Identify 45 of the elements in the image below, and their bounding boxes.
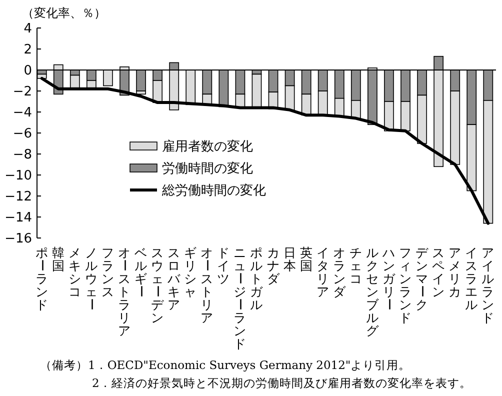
x-tick-label: ポーランド <box>34 245 50 312</box>
y-axis-title: （変化率、％） <box>22 6 106 20</box>
y-tick-label: −6 <box>12 126 32 142</box>
x-tick-label: ハンガリー <box>381 245 397 311</box>
x-tick-label: スウェーデン <box>150 245 166 325</box>
y-tick-label: −10 <box>4 168 32 184</box>
y-tick-label: 0 <box>24 64 32 79</box>
x-tick-label: ドイツ <box>217 245 230 286</box>
x-tick-label: ポルトガル <box>250 245 264 312</box>
y-tick-label: −4 <box>12 106 32 121</box>
x-tick-label: ノルウェー <box>84 245 100 311</box>
x-tick-label: ニュージーランド <box>233 245 248 351</box>
y-tick-label: −16 <box>4 232 32 247</box>
y-tick-label: −14 <box>4 210 32 226</box>
x-tick-label: デンマーク <box>415 245 430 312</box>
legend-label: 雇用者数の変化 <box>162 138 253 155</box>
y-tick-label: −2 <box>12 84 32 100</box>
x-tick-label: オランダ <box>332 245 347 299</box>
x-tick-label: オーストラリア <box>118 245 132 338</box>
x-tick-label: イスラエル <box>465 245 478 312</box>
x-tick-label: アメリカ <box>448 245 462 299</box>
x-tick-label: カナダ <box>266 245 281 286</box>
x-tick-label: イタリア <box>316 245 330 299</box>
text: 2．経済の好景気時と不況期の労働時間及び雇用者数の変化率を表す。 <box>92 376 472 390</box>
x-tick-label: ギリシャ <box>184 245 198 299</box>
x-tick-label: メキシコ <box>68 245 82 299</box>
y-tick-label: 4 <box>24 22 32 37</box>
legend-label: 労働時間の変化 <box>162 160 253 177</box>
x-tick-label: フランス <box>101 245 114 299</box>
y-tick-label: 2 <box>24 42 32 58</box>
x-tick-label: フィンランド <box>399 245 412 325</box>
x-tick-label: ベルギー <box>134 245 150 298</box>
x-tick-label: スペイン <box>432 245 446 299</box>
y-tick-label: −12 <box>4 190 32 205</box>
x-tick-label: チェコ <box>349 245 362 286</box>
x-tick-label: オーストリア <box>200 245 216 325</box>
x-tick-label: 日本 <box>283 245 296 273</box>
x-tick-label: ルクセンブルグ <box>366 245 380 338</box>
x-tick-label: アイルランド <box>482 245 495 325</box>
y-tick-label: −8 <box>12 148 32 163</box>
x-tick-label: 韓国 <box>52 245 65 273</box>
legend-label: 総労働時間の変化 <box>161 182 266 199</box>
text: （備考）1．OECD"Economic Surveys Germany 2012"より引用。 <box>40 358 411 372</box>
x-tick-label: スロバキア <box>166 245 182 312</box>
x-tick-label: 英国 <box>300 245 313 273</box>
